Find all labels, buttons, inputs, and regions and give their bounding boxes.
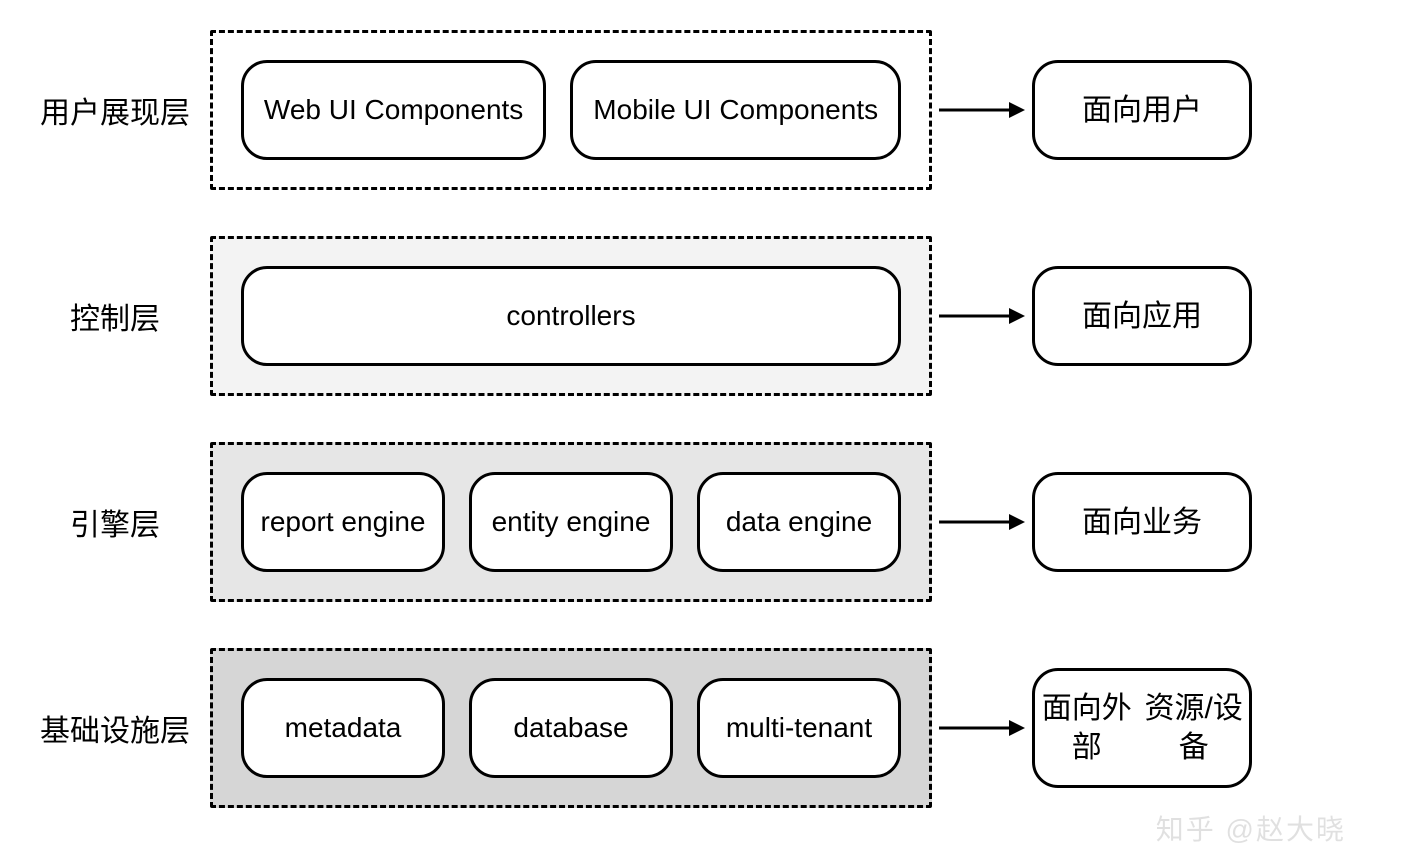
architecture-diagram: 用户展现层 Web UI ComponentsMobile UI Compone… <box>20 30 1386 808</box>
layer-label: 控制层 <box>20 294 210 338</box>
watermark-text: 知乎 @赵大晓 <box>1156 808 1346 848</box>
component-box: controllers <box>241 266 901 366</box>
arrow-icon <box>932 510 1032 534</box>
target-box: 面向应用 <box>1032 266 1252 366</box>
target-box: 面向业务 <box>1032 472 1252 572</box>
layer-row-controller: 控制层 controllers 面向应用 <box>20 236 1386 396</box>
component-box: entity engine <box>469 472 673 572</box>
component-box: database <box>469 678 673 778</box>
target-box: 面向外部资源/设备 <box>1032 668 1252 788</box>
layer-container: Web UI ComponentsMobile UI Components <box>210 30 932 190</box>
component-box: Mobile UI Components <box>570 60 901 160</box>
layer-container: controllers <box>210 236 932 396</box>
layer-label: 用户展现层 <box>20 88 210 132</box>
component-box: report engine <box>241 472 445 572</box>
component-box: Web UI Components <box>241 60 546 160</box>
layer-container: report engineentity enginedata engine <box>210 442 932 602</box>
layer-row-presentation: 用户展现层 Web UI ComponentsMobile UI Compone… <box>20 30 1386 190</box>
arrow-icon <box>932 716 1032 740</box>
layer-label: 引擎层 <box>20 500 210 544</box>
layer-label: 基础设施层 <box>20 706 210 750</box>
target-box: 面向用户 <box>1032 60 1252 160</box>
component-box: metadata <box>241 678 445 778</box>
arrow-icon <box>932 98 1032 122</box>
layer-container: metadatadatabasemulti-tenant <box>210 648 932 808</box>
component-box: data engine <box>697 472 901 572</box>
layer-row-infrastructure: 基础设施层 metadatadatabasemulti-tenant 面向外部资… <box>20 648 1386 808</box>
component-box: multi-tenant <box>697 678 901 778</box>
layer-row-engine: 引擎层 report engineentity enginedata engin… <box>20 442 1386 602</box>
arrow-icon <box>932 304 1032 328</box>
